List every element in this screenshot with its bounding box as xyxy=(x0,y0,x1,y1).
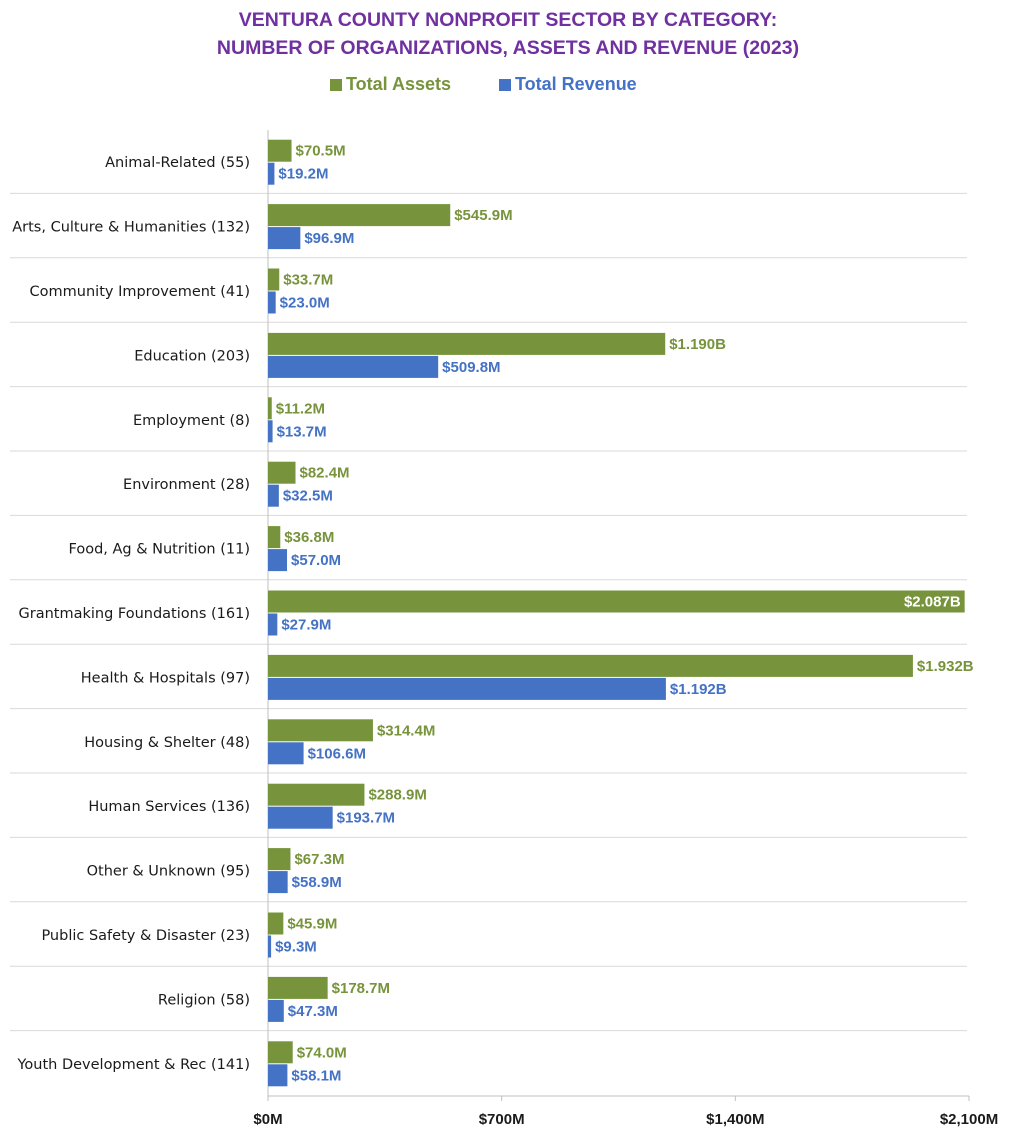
bar-total-revenue-other-unknown-95 xyxy=(268,871,288,894)
data-label-total-assets-health-hospitals-97: $1.932B xyxy=(917,658,974,675)
data-label-total-revenue-human-services-136: $193.7M xyxy=(337,810,395,827)
bar-total-assets-community-improvement-41 xyxy=(268,268,280,291)
category-label-other-unknown-95: Other & Unknown (95) xyxy=(87,864,250,880)
data-label-total-revenue-grantmaking-foundations-161: $27.9M xyxy=(281,617,331,634)
data-label-total-revenue-community-improvement-41: $23.0M xyxy=(280,295,330,312)
bar-total-revenue-human-services-136 xyxy=(268,806,333,829)
legend-label-total-assets: Total Assets xyxy=(346,74,452,94)
data-label-total-assets-housing-shelter-48: $314.4M xyxy=(377,722,435,739)
category-label-environment-28: Environment (28) xyxy=(123,477,250,493)
data-label-total-assets-environment-28: $82.4M xyxy=(300,465,350,482)
legend-label-total-revenue: Total Revenue xyxy=(515,74,637,94)
bar-total-revenue-religion-58 xyxy=(268,999,284,1022)
bar-total-revenue-youth-development-rec-141 xyxy=(268,1064,288,1087)
category-label-human-services-136: Human Services (136) xyxy=(88,799,250,815)
bar-total-revenue-arts-culture-humanities-132 xyxy=(268,227,301,250)
x-tick-label: $0M xyxy=(253,1111,282,1128)
bar-total-revenue-animal-related-55 xyxy=(268,162,275,185)
data-label-total-assets-food-ag-nutrition-11: $36.8M xyxy=(284,529,334,546)
category-label-animal-related-55: Animal-Related (55) xyxy=(105,155,250,171)
data-label-total-revenue-health-hospitals-97: $1.192B xyxy=(670,681,727,698)
data-label-total-assets-education-203: $1.190B xyxy=(669,336,726,353)
category-label-youth-development-rec-141: Youth Development & Rec (141) xyxy=(16,1057,250,1073)
data-label-total-assets-other-unknown-95: $67.3M xyxy=(294,851,344,868)
bar-total-assets-housing-shelter-48 xyxy=(268,719,373,742)
data-label-total-assets-grantmaking-foundations-161: $2.087B xyxy=(904,594,961,611)
legend-item-total-revenue: Total Revenue xyxy=(499,74,637,95)
data-label-total-revenue-environment-28: $32.5M xyxy=(283,488,333,505)
bar-total-assets-food-ag-nutrition-11 xyxy=(268,526,281,549)
bar-total-assets-grantmaking-foundations-161 xyxy=(268,590,965,613)
data-label-total-revenue-public-safety-disaster-23: $9.3M xyxy=(275,939,317,956)
bar-total-revenue-food-ag-nutrition-11 xyxy=(268,549,288,572)
category-label-housing-shelter-48: Housing & Shelter (48) xyxy=(84,735,250,751)
category-label-food-ag-nutrition-11: Food, Ag & Nutrition (11) xyxy=(69,542,251,558)
category-label-community-improvement-41: Community Improvement (41) xyxy=(30,284,250,300)
data-label-total-revenue-religion-58: $47.3M xyxy=(288,1003,338,1020)
data-label-total-assets-employment-8: $11.2M xyxy=(276,400,325,417)
bar-total-revenue-community-improvement-41 xyxy=(268,291,276,314)
data-label-total-assets-arts-culture-humanities-132: $545.9M xyxy=(454,207,512,224)
data-label-total-revenue-housing-shelter-48: $106.6M xyxy=(308,745,366,762)
legend-swatch-total-revenue xyxy=(499,78,511,91)
x-tick-label: $2,100M xyxy=(940,1111,998,1128)
data-label-total-revenue-youth-development-rec-141: $58.1M xyxy=(291,1067,341,1084)
bar-total-assets-health-hospitals-97 xyxy=(268,654,913,677)
data-label-total-revenue-food-ag-nutrition-11: $57.0M xyxy=(291,552,341,569)
bar-total-revenue-health-hospitals-97 xyxy=(268,677,666,700)
data-label-total-assets-public-safety-disaster-23: $45.9M xyxy=(287,916,337,933)
data-label-total-revenue-other-unknown-95: $58.9M xyxy=(292,874,342,891)
bar-total-revenue-housing-shelter-48 xyxy=(268,742,304,765)
bar-total-assets-human-services-136 xyxy=(268,783,365,806)
bar-total-revenue-environment-28 xyxy=(268,484,279,507)
category-label-health-hospitals-97: Health & Hospitals (97) xyxy=(81,670,250,686)
legend-item-total-assets: Total Assets xyxy=(330,74,451,95)
chart-title: VENTURA COUNTY NONPROFIT SECTOR BY CATEG… xyxy=(0,6,1016,62)
category-label-arts-culture-humanities-132: Arts, Culture & Humanities (132) xyxy=(12,220,250,236)
x-tick-label: $1,400M xyxy=(706,1111,764,1128)
bar-total-assets-youth-development-rec-141 xyxy=(268,1041,293,1064)
data-label-total-assets-religion-58: $178.7M xyxy=(332,980,390,997)
data-label-total-revenue-arts-culture-humanities-132: $96.9M xyxy=(304,230,354,247)
legend-swatch-total-assets xyxy=(330,78,342,91)
bar-total-assets-public-safety-disaster-23 xyxy=(268,912,284,935)
bar-total-revenue-employment-8 xyxy=(268,420,273,443)
data-label-total-assets-animal-related-55: $70.5M xyxy=(296,143,346,160)
bar-total-assets-environment-28 xyxy=(268,461,296,484)
category-label-public-safety-disaster-23: Public Safety & Disaster (23) xyxy=(41,928,250,944)
data-label-total-assets-youth-development-rec-141: $74.0M xyxy=(297,1044,347,1061)
bar-total-revenue-education-203 xyxy=(268,355,439,378)
category-label-employment-8: Employment (8) xyxy=(133,413,250,429)
bar-total-assets-education-203 xyxy=(268,332,666,355)
bar-total-assets-employment-8 xyxy=(268,397,272,420)
category-label-education-203: Education (203) xyxy=(134,348,250,364)
data-label-total-assets-human-services-136: $288.9M xyxy=(368,787,426,804)
data-label-total-assets-community-improvement-41: $33.7M xyxy=(283,272,333,289)
category-label-religion-58: Religion (58) xyxy=(158,992,250,1008)
bar-total-assets-other-unknown-95 xyxy=(268,848,291,871)
bar-total-assets-animal-related-55 xyxy=(268,139,292,162)
bar-total-assets-arts-culture-humanities-132 xyxy=(268,204,451,227)
bar-total-revenue-grantmaking-foundations-161 xyxy=(268,613,278,636)
bar-total-assets-religion-58 xyxy=(268,976,328,999)
bar-total-revenue-public-safety-disaster-23 xyxy=(268,935,272,958)
category-label-grantmaking-foundations-161: Grantmaking Foundations (161) xyxy=(19,606,251,622)
chart-legend: Total Assets Total Revenue xyxy=(0,74,1016,98)
data-label-total-revenue-animal-related-55: $19.2M xyxy=(278,166,328,183)
chart-title-line-1: VENTURA COUNTY NONPROFIT SECTOR BY CATEG… xyxy=(238,9,778,31)
x-tick-label: $700M xyxy=(479,1111,525,1128)
data-label-total-revenue-education-203: $509.8M xyxy=(442,359,500,376)
chart-subtitle: NUMBER OF ORGANIZATIONS, ASSETS AND REVE… xyxy=(216,37,800,59)
data-label-total-revenue-employment-8: $13.7M xyxy=(277,423,327,440)
